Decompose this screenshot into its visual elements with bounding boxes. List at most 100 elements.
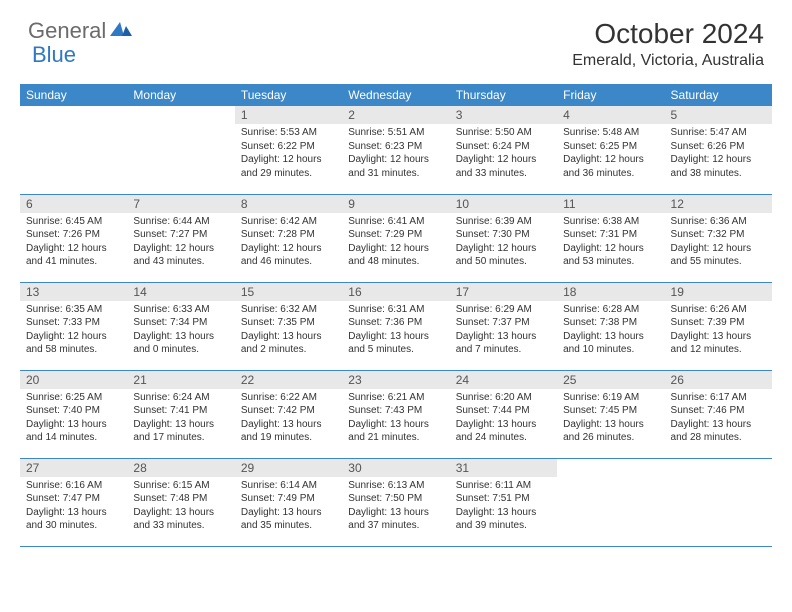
day-number: 14	[127, 283, 234, 301]
calendar-cell: 22Sunrise: 6:22 AMSunset: 7:42 PMDayligh…	[235, 370, 342, 458]
calendar-row: 1Sunrise: 5:53 AMSunset: 6:22 PMDaylight…	[20, 106, 772, 194]
day-content: Sunrise: 6:14 AMSunset: 7:49 PMDaylight:…	[235, 477, 342, 535]
logo-text-blue: Blue	[32, 42, 76, 68]
day-number: 29	[235, 459, 342, 477]
calendar-cell	[20, 106, 127, 194]
calendar-cell: 2Sunrise: 5:51 AMSunset: 6:23 PMDaylight…	[342, 106, 449, 194]
calendar-cell: 15Sunrise: 6:32 AMSunset: 7:35 PMDayligh…	[235, 282, 342, 370]
calendar-cell: 21Sunrise: 6:24 AMSunset: 7:41 PMDayligh…	[127, 370, 234, 458]
day-content: Sunrise: 6:39 AMSunset: 7:30 PMDaylight:…	[450, 213, 557, 271]
calendar-cell: 17Sunrise: 6:29 AMSunset: 7:37 PMDayligh…	[450, 282, 557, 370]
day-content: Sunrise: 6:36 AMSunset: 7:32 PMDaylight:…	[665, 213, 772, 271]
calendar-cell	[557, 458, 664, 546]
calendar-row: 27Sunrise: 6:16 AMSunset: 7:47 PMDayligh…	[20, 458, 772, 546]
calendar-cell: 16Sunrise: 6:31 AMSunset: 7:36 PMDayligh…	[342, 282, 449, 370]
month-title: October 2024	[572, 18, 764, 50]
day-content: Sunrise: 5:47 AMSunset: 6:26 PMDaylight:…	[665, 124, 772, 182]
calendar-row: 20Sunrise: 6:25 AMSunset: 7:40 PMDayligh…	[20, 370, 772, 458]
day-content: Sunrise: 6:24 AMSunset: 7:41 PMDaylight:…	[127, 389, 234, 447]
day-number: 15	[235, 283, 342, 301]
day-content: Sunrise: 6:31 AMSunset: 7:36 PMDaylight:…	[342, 301, 449, 359]
day-number: 23	[342, 371, 449, 389]
day-header: Friday	[557, 84, 664, 106]
day-header-row: SundayMondayTuesdayWednesdayThursdayFrid…	[20, 84, 772, 106]
day-content: Sunrise: 5:50 AMSunset: 6:24 PMDaylight:…	[450, 124, 557, 182]
day-content: Sunrise: 6:29 AMSunset: 7:37 PMDaylight:…	[450, 301, 557, 359]
day-content: Sunrise: 5:51 AMSunset: 6:23 PMDaylight:…	[342, 124, 449, 182]
day-content: Sunrise: 6:25 AMSunset: 7:40 PMDaylight:…	[20, 389, 127, 447]
day-number: 28	[127, 459, 234, 477]
calendar-cell: 13Sunrise: 6:35 AMSunset: 7:33 PMDayligh…	[20, 282, 127, 370]
day-number: 10	[450, 195, 557, 213]
day-content: Sunrise: 6:21 AMSunset: 7:43 PMDaylight:…	[342, 389, 449, 447]
day-number: 27	[20, 459, 127, 477]
calendar-cell: 11Sunrise: 6:38 AMSunset: 7:31 PMDayligh…	[557, 194, 664, 282]
day-number: 6	[20, 195, 127, 213]
day-number: 13	[20, 283, 127, 301]
calendar-cell	[127, 106, 234, 194]
calendar-cell: 19Sunrise: 6:26 AMSunset: 7:39 PMDayligh…	[665, 282, 772, 370]
day-content: Sunrise: 6:44 AMSunset: 7:27 PMDaylight:…	[127, 213, 234, 271]
day-content: Sunrise: 6:35 AMSunset: 7:33 PMDaylight:…	[20, 301, 127, 359]
calendar-cell: 5Sunrise: 5:47 AMSunset: 6:26 PMDaylight…	[665, 106, 772, 194]
calendar-cell: 12Sunrise: 6:36 AMSunset: 7:32 PMDayligh…	[665, 194, 772, 282]
day-number: 18	[557, 283, 664, 301]
day-number: 8	[235, 195, 342, 213]
calendar-cell: 26Sunrise: 6:17 AMSunset: 7:46 PMDayligh…	[665, 370, 772, 458]
day-content: Sunrise: 6:32 AMSunset: 7:35 PMDaylight:…	[235, 301, 342, 359]
day-number: 4	[557, 106, 664, 124]
day-content: Sunrise: 6:38 AMSunset: 7:31 PMDaylight:…	[557, 213, 664, 271]
day-header: Tuesday	[235, 84, 342, 106]
day-number: 30	[342, 459, 449, 477]
title-block: October 2024 Emerald, Victoria, Australi…	[572, 18, 764, 70]
calendar-cell: 3Sunrise: 5:50 AMSunset: 6:24 PMDaylight…	[450, 106, 557, 194]
day-number: 1	[235, 106, 342, 124]
triangle-icon	[110, 20, 134, 43]
day-header: Thursday	[450, 84, 557, 106]
calendar-cell: 29Sunrise: 6:14 AMSunset: 7:49 PMDayligh…	[235, 458, 342, 546]
day-number: 31	[450, 459, 557, 477]
day-number: 11	[557, 195, 664, 213]
calendar-cell: 24Sunrise: 6:20 AMSunset: 7:44 PMDayligh…	[450, 370, 557, 458]
calendar-cell: 1Sunrise: 5:53 AMSunset: 6:22 PMDaylight…	[235, 106, 342, 194]
day-header: Monday	[127, 84, 234, 106]
day-header: Wednesday	[342, 84, 449, 106]
calendar-cell: 30Sunrise: 6:13 AMSunset: 7:50 PMDayligh…	[342, 458, 449, 546]
day-content: Sunrise: 6:33 AMSunset: 7:34 PMDaylight:…	[127, 301, 234, 359]
calendar-cell: 23Sunrise: 6:21 AMSunset: 7:43 PMDayligh…	[342, 370, 449, 458]
day-number: 26	[665, 371, 772, 389]
calendar-cell: 25Sunrise: 6:19 AMSunset: 7:45 PMDayligh…	[557, 370, 664, 458]
day-content: Sunrise: 6:26 AMSunset: 7:39 PMDaylight:…	[665, 301, 772, 359]
day-content: Sunrise: 6:16 AMSunset: 7:47 PMDaylight:…	[20, 477, 127, 535]
calendar-cell: 6Sunrise: 6:45 AMSunset: 7:26 PMDaylight…	[20, 194, 127, 282]
day-number: 16	[342, 283, 449, 301]
day-content: Sunrise: 6:17 AMSunset: 7:46 PMDaylight:…	[665, 389, 772, 447]
day-content: Sunrise: 6:20 AMSunset: 7:44 PMDaylight:…	[450, 389, 557, 447]
day-number: 5	[665, 106, 772, 124]
header: General October 2024 Emerald, Victoria, …	[0, 0, 792, 78]
day-content: Sunrise: 6:28 AMSunset: 7:38 PMDaylight:…	[557, 301, 664, 359]
day-number: 3	[450, 106, 557, 124]
calendar-cell: 28Sunrise: 6:15 AMSunset: 7:48 PMDayligh…	[127, 458, 234, 546]
day-content: Sunrise: 6:15 AMSunset: 7:48 PMDaylight:…	[127, 477, 234, 535]
calendar-row: 6Sunrise: 6:45 AMSunset: 7:26 PMDaylight…	[20, 194, 772, 282]
calendar-body: 1Sunrise: 5:53 AMSunset: 6:22 PMDaylight…	[20, 106, 772, 546]
logo-text-general: General	[28, 18, 106, 44]
calendar-cell: 4Sunrise: 5:48 AMSunset: 6:25 PMDaylight…	[557, 106, 664, 194]
day-number: 12	[665, 195, 772, 213]
day-number: 19	[665, 283, 772, 301]
calendar-table: SundayMondayTuesdayWednesdayThursdayFrid…	[20, 84, 772, 547]
day-content: Sunrise: 6:13 AMSunset: 7:50 PMDaylight:…	[342, 477, 449, 535]
calendar-cell: 9Sunrise: 6:41 AMSunset: 7:29 PMDaylight…	[342, 194, 449, 282]
calendar-cell: 14Sunrise: 6:33 AMSunset: 7:34 PMDayligh…	[127, 282, 234, 370]
day-content: Sunrise: 6:42 AMSunset: 7:28 PMDaylight:…	[235, 213, 342, 271]
day-number: 24	[450, 371, 557, 389]
calendar-cell: 27Sunrise: 6:16 AMSunset: 7:47 PMDayligh…	[20, 458, 127, 546]
calendar-cell: 31Sunrise: 6:11 AMSunset: 7:51 PMDayligh…	[450, 458, 557, 546]
calendar-cell: 18Sunrise: 6:28 AMSunset: 7:38 PMDayligh…	[557, 282, 664, 370]
day-header: Sunday	[20, 84, 127, 106]
day-content: Sunrise: 5:48 AMSunset: 6:25 PMDaylight:…	[557, 124, 664, 182]
day-number: 2	[342, 106, 449, 124]
calendar-row: 13Sunrise: 6:35 AMSunset: 7:33 PMDayligh…	[20, 282, 772, 370]
day-header: Saturday	[665, 84, 772, 106]
